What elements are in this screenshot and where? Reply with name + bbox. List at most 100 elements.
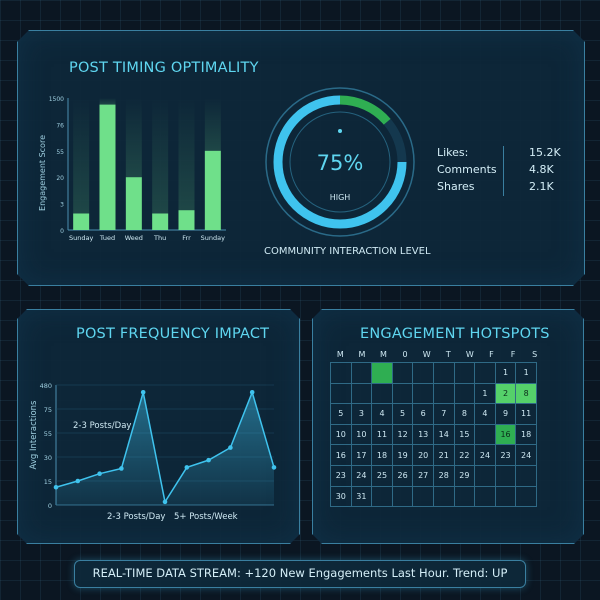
timing-bar	[204, 150, 221, 230]
gauge-value: 75%	[317, 151, 364, 175]
calendar-day-cell[interactable]: 18	[371, 444, 393, 466]
calendar-day-cell[interactable]: 8	[453, 403, 476, 425]
timing-bar-glow	[178, 98, 195, 211]
freq-point	[206, 457, 211, 463]
calendar-day-cell[interactable]: 8	[515, 382, 537, 405]
freq-point	[140, 390, 146, 395]
metric-value: 4.8K	[529, 163, 554, 176]
calendar-day-cell[interactable]: 5	[330, 403, 352, 425]
calendar-day-cell[interactable]	[391, 382, 414, 405]
freq-y-axis-label: Avg Interactions	[29, 400, 39, 470]
calendar-day-cell[interactable]	[432, 485, 455, 508]
calendar-day-cell[interactable]	[330, 362, 352, 384]
community-interaction-caption: COMMUNITY INTERACTION LEVEL	[264, 246, 431, 257]
calendar-day-cell[interactable]	[371, 485, 393, 508]
calendar-day-cell[interactable]	[412, 382, 434, 405]
calendar-day-cell[interactable]: 17	[350, 444, 373, 466]
calendar-day-cell[interactable]: 13	[412, 423, 434, 446]
calendar-day-cell[interactable]: 27	[412, 464, 434, 487]
calendar-day-cell[interactable]: 1	[494, 362, 517, 384]
calendar-day-cell[interactable]	[330, 382, 352, 405]
calendar-day-cell[interactable]: 19	[391, 444, 414, 466]
freq-point	[162, 499, 168, 505]
freq-y-tick: 0	[48, 502, 52, 510]
calendar-day-cell[interactable]: 4	[474, 403, 496, 425]
calendar-day-cell[interactable]: 18	[515, 423, 537, 446]
timing-bar	[99, 104, 116, 230]
calendar-day-cell[interactable]: 12	[391, 423, 414, 446]
calendar-day-cell[interactable]	[350, 382, 373, 405]
metric-likes: Likes: 15.2K	[437, 146, 567, 163]
calendar-day-cell[interactable]: 14	[432, 423, 455, 446]
post-timing-bar-chart: Engagement Score 1500 76 55 20 3 0 Sunday Tued…	[38, 96, 226, 242]
calendar-day-cell[interactable]: 25	[371, 464, 393, 487]
calendar-day-cell[interactable]	[412, 485, 434, 508]
calendar-day-cell[interactable]	[474, 464, 496, 487]
timing-x-tick: Frr	[182, 234, 191, 242]
calendar-day-cell[interactable]: 1	[474, 382, 496, 405]
calendar-day-cell[interactable]	[432, 362, 455, 384]
calendar-day-cell[interactable]	[432, 382, 455, 405]
calendar-day-cell[interactable]	[453, 485, 476, 508]
calendar-day-cell[interactable]	[391, 485, 414, 508]
calendar-day-cell[interactable]	[453, 362, 476, 384]
calendar-day-cell[interactable]: 3	[350, 403, 373, 425]
calendar-day-cell[interactable]: 23	[494, 444, 517, 466]
calendar-day-cell[interactable]: 10	[350, 423, 373, 446]
calendar-day-cell[interactable]: 30	[330, 485, 352, 508]
calendar-day-cell[interactable]: 24	[350, 464, 373, 487]
calendar-day-cell[interactable]: 11	[515, 403, 537, 425]
calendar-day-cell[interactable]	[350, 362, 373, 384]
calendar-day-cell[interactable]: 6	[412, 403, 434, 425]
calendar-day-cell[interactable]: 1	[515, 362, 537, 384]
calendar-day-cell[interactable]: 7	[432, 403, 455, 425]
calendar-day-cell[interactable]: 24	[474, 444, 496, 466]
calendar-day-cell[interactable]	[474, 485, 496, 508]
calendar-day-cell[interactable]: 20	[412, 444, 434, 466]
calendar-day-cell[interactable]: 26	[391, 464, 414, 487]
calendar-week-row: 23 24 25 26 27 28 29	[330, 464, 537, 487]
calendar-day-cell[interactable]: 31	[350, 485, 373, 508]
calendar-day-cell[interactable]	[371, 382, 393, 405]
calendar-day-cell[interactable]: 16	[494, 423, 517, 446]
calendar-day-cell[interactable]	[494, 485, 517, 508]
timing-y-tick: 76	[56, 122, 64, 129]
calendar-day-cell[interactable]	[391, 362, 414, 384]
calendar-day-cell[interactable]: 4	[371, 403, 393, 425]
calendar-day-cell[interactable]	[494, 464, 517, 487]
calendar-day-cell[interactable]: 9	[494, 403, 517, 425]
metric-value: 15.2K	[529, 146, 561, 159]
calendar-day-cell[interactable]	[515, 485, 537, 508]
calendar-day-cell[interactable]	[412, 362, 434, 384]
calendar-day-cell[interactable]: 23	[330, 464, 352, 487]
calendar-day-cell[interactable]: 10	[330, 423, 352, 446]
calendar-day-cell[interactable]: 21	[432, 444, 455, 466]
calendar-day-cell[interactable]: 16	[330, 444, 352, 466]
calendar-day-cell[interactable]: 29	[453, 464, 476, 487]
calendar-day-cell[interactable]: 24	[515, 444, 537, 466]
metric-shares: Shares 2.1K	[437, 180, 567, 197]
timing-bar	[73, 213, 90, 230]
stream-text: REAL-TIME DATA STREAM: +120 New Engageme…	[92, 566, 508, 580]
calendar-day-header: M	[358, 350, 366, 359]
freq-y-tick: 15	[44, 478, 52, 486]
gauge-level: HIGH	[330, 193, 351, 202]
timing-y-tick: 55	[56, 149, 64, 156]
calendar-day-cell[interactable]	[474, 362, 496, 384]
calendar-day-cell[interactable]	[453, 382, 476, 405]
calendar-day-cell[interactable]: 22	[453, 444, 476, 466]
calendar-day-cell[interactable]	[474, 423, 496, 446]
calendar-day-cell[interactable]: 5	[391, 403, 414, 425]
timing-x-tick: Tued	[99, 234, 115, 242]
calendar-day-cell[interactable]: 11	[371, 423, 393, 446]
calendar-day-cell[interactable]: 2	[494, 382, 517, 405]
calendar-day-header: T	[445, 350, 451, 359]
calendar-day-cell[interactable]: 15	[453, 423, 476, 446]
calendar-day-cell[interactable]	[515, 464, 537, 487]
calendar-day-cell[interactable]: 28	[432, 464, 455, 487]
freq-point	[119, 466, 124, 471]
calendar-day-header: W	[465, 350, 474, 359]
calendar-day-cell[interactable]	[371, 362, 393, 384]
